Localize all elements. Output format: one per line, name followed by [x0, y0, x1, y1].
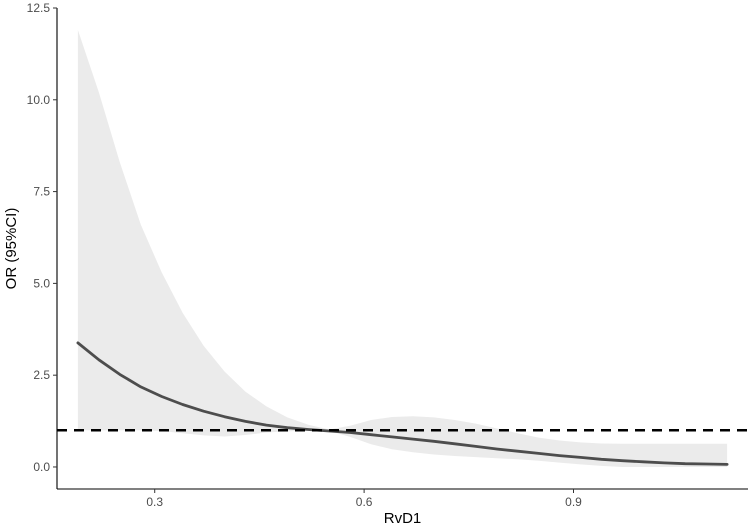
y-tick-label: 5.0 [33, 276, 50, 290]
x-tick-label: 0.3 [146, 495, 163, 509]
y-axis-title: OR (95%CI) [3, 208, 20, 290]
x-axis-title: RvD1 [384, 510, 422, 527]
or-curve [76, 341, 729, 466]
y-tick-label: 7.5 [33, 185, 50, 199]
y-tick-label: 2.5 [33, 368, 50, 382]
x-tick-label: 0.9 [565, 495, 582, 509]
confidence-band [77, 30, 728, 467]
y-tick-label: 12.5 [27, 1, 51, 15]
y-tick-label: 0.0 [33, 460, 50, 474]
x-tick-label: 0.6 [356, 495, 373, 509]
y-tick-label: 10.0 [27, 93, 51, 107]
